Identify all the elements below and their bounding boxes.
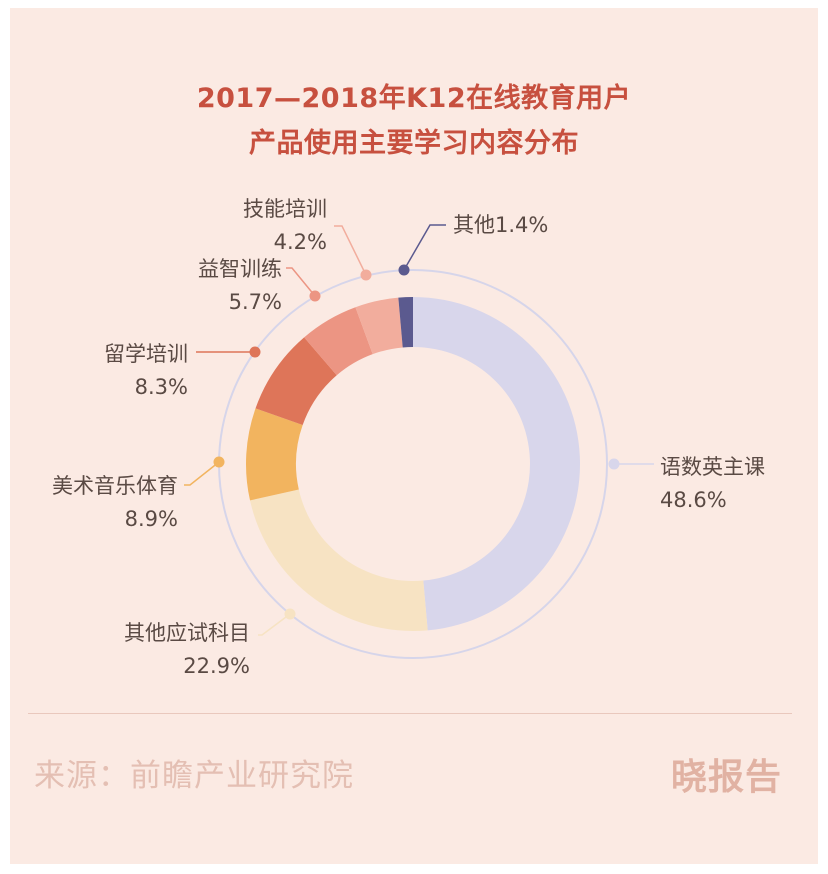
donut-slice	[304, 307, 373, 376]
leader-line	[286, 267, 316, 297]
slice-value-label: 48.6%	[660, 488, 727, 512]
slice-value-label: 8.3%	[134, 375, 188, 399]
source-text: 来源：前瞻产业研究院	[34, 758, 354, 794]
leader-line	[334, 225, 367, 276]
slice-name-label: 益智训练	[198, 257, 282, 281]
chart-card	[10, 8, 818, 864]
slice-value-label: 4.2%	[273, 230, 327, 254]
leader-line	[184, 461, 220, 486]
leader-line	[258, 613, 291, 636]
slice-name-label: 其他1.4%	[453, 213, 549, 237]
leader-line	[403, 224, 446, 271]
donut-slice	[355, 297, 403, 355]
donut-slice	[245, 408, 303, 501]
footer-divider	[28, 713, 792, 714]
slice-name-label: 留学培训	[104, 342, 188, 366]
chart-title-line-2: 产品使用主要学习内容分布	[249, 128, 579, 159]
slice-name-label: 美术音乐体育	[52, 474, 178, 498]
slice-value-label: 5.7%	[228, 290, 282, 314]
brand-logo: 晓报告	[670, 757, 782, 798]
donut-slice	[413, 297, 581, 631]
slice-value-label: 22.9%	[183, 654, 250, 678]
donut-slice	[398, 297, 413, 348]
leader-lines	[184, 224, 654, 636]
donut-slice	[255, 337, 337, 426]
slice-name-label: 技能培训	[243, 197, 327, 221]
slice-value-label: 8.9%	[124, 507, 178, 531]
slice-name-label: 其他应试科目	[124, 621, 250, 645]
donut-slice	[250, 489, 428, 631]
chart-title-line-1: 2017—2018年K12在线教育用户	[196, 83, 632, 114]
slice-name-label: 语数英主课	[660, 455, 765, 479]
donut-slices	[245, 297, 581, 631]
